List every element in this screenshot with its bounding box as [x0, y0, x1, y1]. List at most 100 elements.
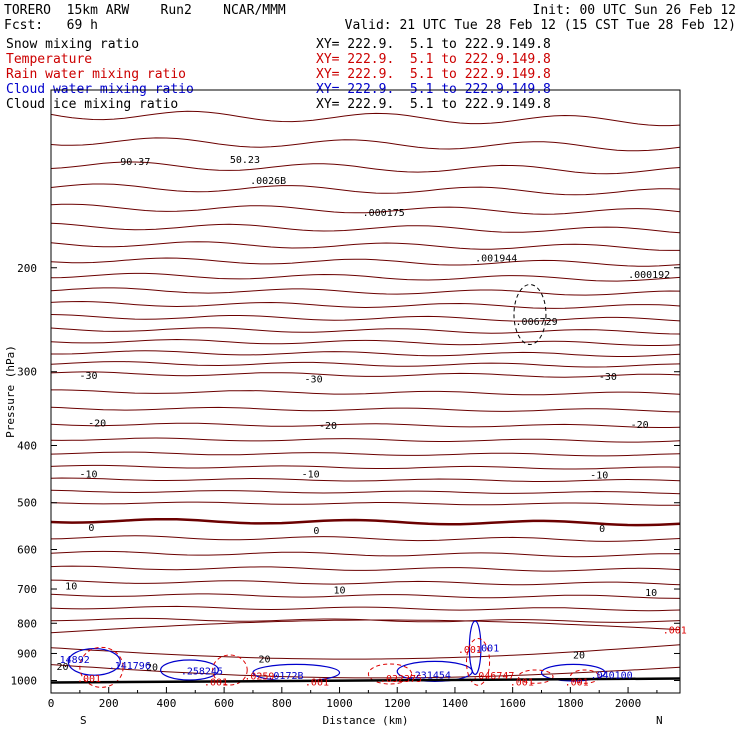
snow-max-label-6: 50.23: [230, 155, 260, 166]
snow-contour-0: [513, 284, 547, 346]
temperature-label-3: -20: [88, 419, 106, 430]
cloud-water-max-label-1: .141796: [109, 661, 151, 672]
y-tick-label-0: 200: [17, 262, 37, 275]
snow-max-label-3: .000192: [628, 270, 670, 281]
temperature-label-5: -20: [631, 420, 649, 431]
field-name-temperature: Temperature: [6, 52, 93, 67]
y-tick-label-4: 600: [17, 543, 37, 556]
snow-max-label-5: 90.37: [120, 157, 150, 168]
endpoint-left: S: [80, 714, 87, 727]
isotherm-line-31: [50, 593, 681, 599]
x-tick-label-7: 1400: [442, 697, 469, 710]
isotherm-line-7: [50, 257, 681, 267]
plot-frame: [50, 89, 681, 694]
isotherm-line-5: [50, 222, 681, 234]
temperature-label-0: -30: [79, 371, 97, 382]
ground-line: [50, 677, 681, 684]
endpoint-right: N: [656, 714, 663, 727]
temperature-label-9: 0: [88, 523, 94, 534]
y-tick-label-2: 400: [17, 440, 37, 453]
cloud-water-max-label-2: .258245: [181, 667, 223, 678]
x-tick-label-1: 200: [99, 697, 119, 710]
isotherm-line-13: [50, 338, 681, 346]
isotherm-line-18: [50, 406, 681, 413]
rain-contour-0: [79, 646, 124, 688]
field-xy-snow: XY= 222.9. 5.1 to 222.9.149.8: [316, 37, 551, 52]
rain-max-label-2: .0259: [244, 671, 274, 682]
isotherm-line-29: [50, 565, 681, 572]
x-tick-label-5: 1000: [326, 697, 353, 710]
isotherm-line-23: [50, 477, 681, 482]
temperature-label-8: -10: [590, 471, 608, 482]
isotherm-line-1: [50, 137, 681, 152]
isotherm-line-12: [50, 327, 681, 335]
x-axis-label: Distance (km): [322, 714, 408, 727]
isotherm-line-9: [50, 287, 681, 296]
cloud-water-max-label-3: .0172B: [267, 671, 303, 682]
isotherm-line-3: [50, 183, 681, 196]
temperature-label-15: 20: [258, 655, 270, 666]
rain-contour-1: [212, 654, 248, 686]
axis-ticks: 0 200 400 600 800 1000 1200 1400 1600 1800 2000200…: [11, 262, 680, 710]
temperature-label-4: -20: [319, 421, 337, 432]
field-xy-rain: XY= 222.9. 5.1 to 222.9.149.8: [316, 67, 551, 82]
field-name-cloud-ice: Cloud ice mixing ratio: [6, 97, 179, 112]
rain-max-label-6: .001: [510, 678, 534, 689]
cloud-water-max-label-6: .040100: [591, 671, 633, 682]
isotherm-line-27: [50, 535, 681, 542]
temperature-label-18: 20: [146, 662, 158, 673]
y-tick-label-3: 500: [17, 497, 37, 510]
x-tick-label-4: 800: [272, 697, 292, 710]
field-name-snow: Snow mixing ratio: [6, 37, 140, 52]
x-tick-label-8: 1600: [499, 697, 526, 710]
cloud-water-max-label-5: .001: [475, 644, 499, 655]
y-tick-label-1: 300: [17, 366, 37, 379]
rain-contour-5: [569, 669, 600, 684]
lower-isotherm-2: [50, 664, 681, 679]
cloud-water-contour-1: [160, 659, 219, 681]
y-tick-label-6: 800: [17, 617, 37, 630]
rain-max-label-9: .001: [458, 645, 482, 656]
rain-contour-3: [465, 638, 491, 686]
isotherm-line-25: [50, 501, 681, 506]
temperature-label-6: -10: [79, 469, 97, 480]
x-tick-label-2: 400: [156, 697, 176, 710]
y-tick-label-7: 900: [17, 647, 37, 660]
snow-max-label-1: .000175: [363, 208, 405, 219]
x-tick-label-6: 1200: [384, 697, 411, 710]
rain-max-label-4: .032375: [380, 674, 422, 685]
rain-contours: [79, 638, 600, 688]
y-tick-label-8: 1000: [11, 674, 38, 687]
snow-contours: [513, 284, 547, 346]
snow-max-label-4: .006729: [516, 317, 558, 328]
field-name-rain: Rain water mixing ratio: [6, 67, 187, 82]
rain-contour-2: [367, 663, 413, 685]
isotherm-line-21: [50, 451, 681, 457]
isotherm-line-28: [50, 550, 681, 558]
rain-contour-4: [517, 669, 554, 684]
isotherm-line-11: [50, 314, 681, 322]
isotherm-line-32: [50, 605, 681, 612]
temperature-label-17: 20: [57, 662, 69, 673]
x-tick-label-10: 2000: [615, 697, 642, 710]
snow-max-label-0: .0026B: [250, 176, 286, 187]
isotherm-line-20: [50, 437, 681, 443]
isotherm-line-10: [50, 300, 681, 309]
x-tick-label-0: 0: [48, 697, 55, 710]
isotherm-line-26: [50, 517, 681, 527]
temperature-label-13: 10: [334, 585, 346, 596]
rain-max-label-7: .001: [565, 678, 589, 689]
isotherm-line-4: [50, 203, 681, 215]
x-tick-label-9: 1800: [557, 697, 584, 710]
isotherm-line-15: [50, 361, 681, 368]
cloud-water-max-label-4: .231454: [409, 671, 451, 682]
temperature-label-10: 0: [313, 526, 319, 537]
isotherm-line-30: [50, 579, 681, 586]
isotherm-line-22: [50, 464, 681, 470]
temperature-label-14: 10: [645, 588, 657, 599]
isotherm-line-6: [50, 241, 680, 251]
contour-labels: -30 -30 -30 -20 -20 -20 -10 -10 -10 0 0 0 10 10 10 20 20…: [57, 155, 687, 688]
lower-isotherm-0: [50, 619, 681, 634]
field-xy-cloud-ice: XY= 222.9. 5.1 to 222.9.149.8: [316, 97, 551, 112]
